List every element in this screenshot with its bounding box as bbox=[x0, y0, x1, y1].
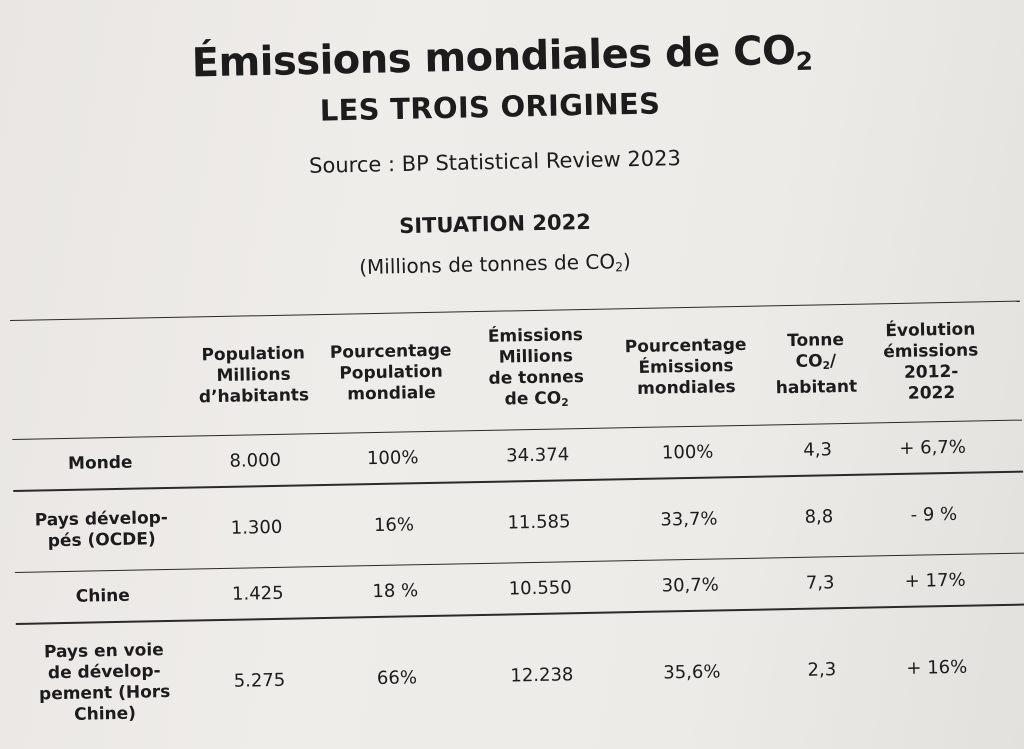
unit-text: (Millions de tonnes de CO bbox=[358, 249, 616, 280]
header-line: émissions bbox=[883, 340, 979, 363]
table-header-row: Population Millions d’habitants Pourcent… bbox=[10, 302, 1024, 439]
table-heading: SITUATION 2022 bbox=[398, 209, 592, 239]
header-line: habitant bbox=[775, 376, 858, 399]
header-line: CO2/ bbox=[761, 351, 871, 379]
cell-tonne: 7,3 bbox=[805, 571, 835, 594]
title-subscript: 2 bbox=[795, 46, 813, 77]
header-line: Émissions bbox=[487, 324, 584, 347]
cell-population: 8.000 bbox=[229, 449, 282, 472]
cell-tonne: 4,3 bbox=[803, 438, 833, 461]
header-line: Millions bbox=[216, 364, 291, 386]
emissions-table: Population Millions d’habitants Pourcent… bbox=[10, 300, 1024, 745]
header-population: Population Millions d’habitants bbox=[186, 343, 322, 409]
header-line: de tonnes bbox=[488, 366, 585, 389]
row-label-line: Chine) bbox=[73, 703, 137, 725]
cell-pct-emissions: 100% bbox=[661, 441, 714, 464]
header-line: de CO2 bbox=[461, 387, 611, 415]
row-label-line: Monde bbox=[67, 452, 133, 474]
cell-population: 1.425 bbox=[231, 582, 284, 605]
header-line: Émissions bbox=[638, 355, 734, 378]
header-pct-population: Pourcentage Population mondiale bbox=[320, 340, 461, 406]
header-line: Évolution bbox=[885, 319, 976, 342]
cell-pct-population: 16% bbox=[373, 513, 415, 536]
cell-pct-population: 100% bbox=[366, 446, 419, 469]
header-line: Millions bbox=[498, 345, 574, 368]
row-label: Chine bbox=[15, 584, 190, 608]
header-line: 2022 bbox=[907, 382, 956, 404]
header-text: / bbox=[829, 351, 837, 372]
header-line: d’habitants bbox=[198, 384, 310, 407]
cell-population: 5.275 bbox=[233, 669, 286, 692]
header-line: mondiales bbox=[637, 376, 736, 399]
row-label: Pays dévelop- pés (OCDE) bbox=[14, 508, 190, 553]
row-label-line: pés (OCDE) bbox=[47, 529, 156, 552]
cell-emissions: 12.238 bbox=[510, 663, 574, 686]
header-tonne-per-capita: Tonne CO2/ habitant bbox=[760, 330, 871, 400]
row-label: Pays en voie de dévelop- pement (Hors Ch… bbox=[16, 640, 193, 727]
row-label-line: Chine bbox=[75, 585, 131, 607]
title-text: Émissions mondiales de CO bbox=[191, 27, 796, 87]
unit-close: ) bbox=[622, 248, 632, 274]
cell-population: 1.300 bbox=[230, 516, 283, 539]
cell-pct-emissions: 33,7% bbox=[660, 507, 718, 531]
table-row: Pays en voie de dévelop- pement (Hors Ch… bbox=[16, 605, 1024, 744]
cell-pct-population: 66% bbox=[376, 666, 418, 689]
cell-evolution: + 6,7% bbox=[899, 436, 967, 459]
cell-tonne: 2,3 bbox=[807, 658, 837, 681]
header-pct-emissions: Pourcentage Émissions mondiales bbox=[610, 334, 761, 400]
header-emissions: Émissions Millions de tonnes de CO2 bbox=[460, 324, 612, 415]
cell-evolution: - 9 % bbox=[910, 503, 958, 526]
header-subscript: 2 bbox=[561, 396, 569, 409]
header-text: CO bbox=[795, 351, 823, 373]
header-line: mondiale bbox=[347, 382, 436, 405]
row-label-line: Pays dévelop- bbox=[34, 508, 169, 531]
cell-emissions: 11.585 bbox=[507, 510, 571, 533]
header-line: 2012- bbox=[903, 361, 959, 383]
cell-evolution: + 17% bbox=[904, 569, 966, 592]
cell-tonne: 8,8 bbox=[804, 505, 834, 528]
cell-evolution: + 16% bbox=[906, 656, 968, 679]
header-empty bbox=[11, 377, 186, 380]
header-line: Pourcentage bbox=[329, 340, 452, 363]
row-label-line: pement (Hors bbox=[38, 681, 171, 705]
cell-pct-emissions: 30,7% bbox=[661, 573, 720, 597]
cell-pct-population: 18 % bbox=[372, 579, 419, 602]
header-line: Population bbox=[339, 361, 443, 384]
cell-pct-emissions: 35,6% bbox=[663, 660, 721, 684]
cell-emissions: 34.374 bbox=[505, 443, 570, 466]
row-label: Monde bbox=[13, 451, 188, 475]
cell-emissions: 10.550 bbox=[508, 576, 572, 599]
header-line: Population bbox=[201, 342, 306, 365]
unit-note: (Millions de tonnes de CO2) bbox=[0, 241, 990, 289]
header-line: Pourcentage bbox=[624, 334, 747, 357]
header-evolution: Évolution émissions 2012- 2022 bbox=[870, 319, 992, 405]
source-note: Source : BP Statistical Review 2023 bbox=[308, 146, 682, 178]
header-text: de CO bbox=[504, 388, 562, 410]
header-line: Tonne bbox=[786, 330, 845, 352]
